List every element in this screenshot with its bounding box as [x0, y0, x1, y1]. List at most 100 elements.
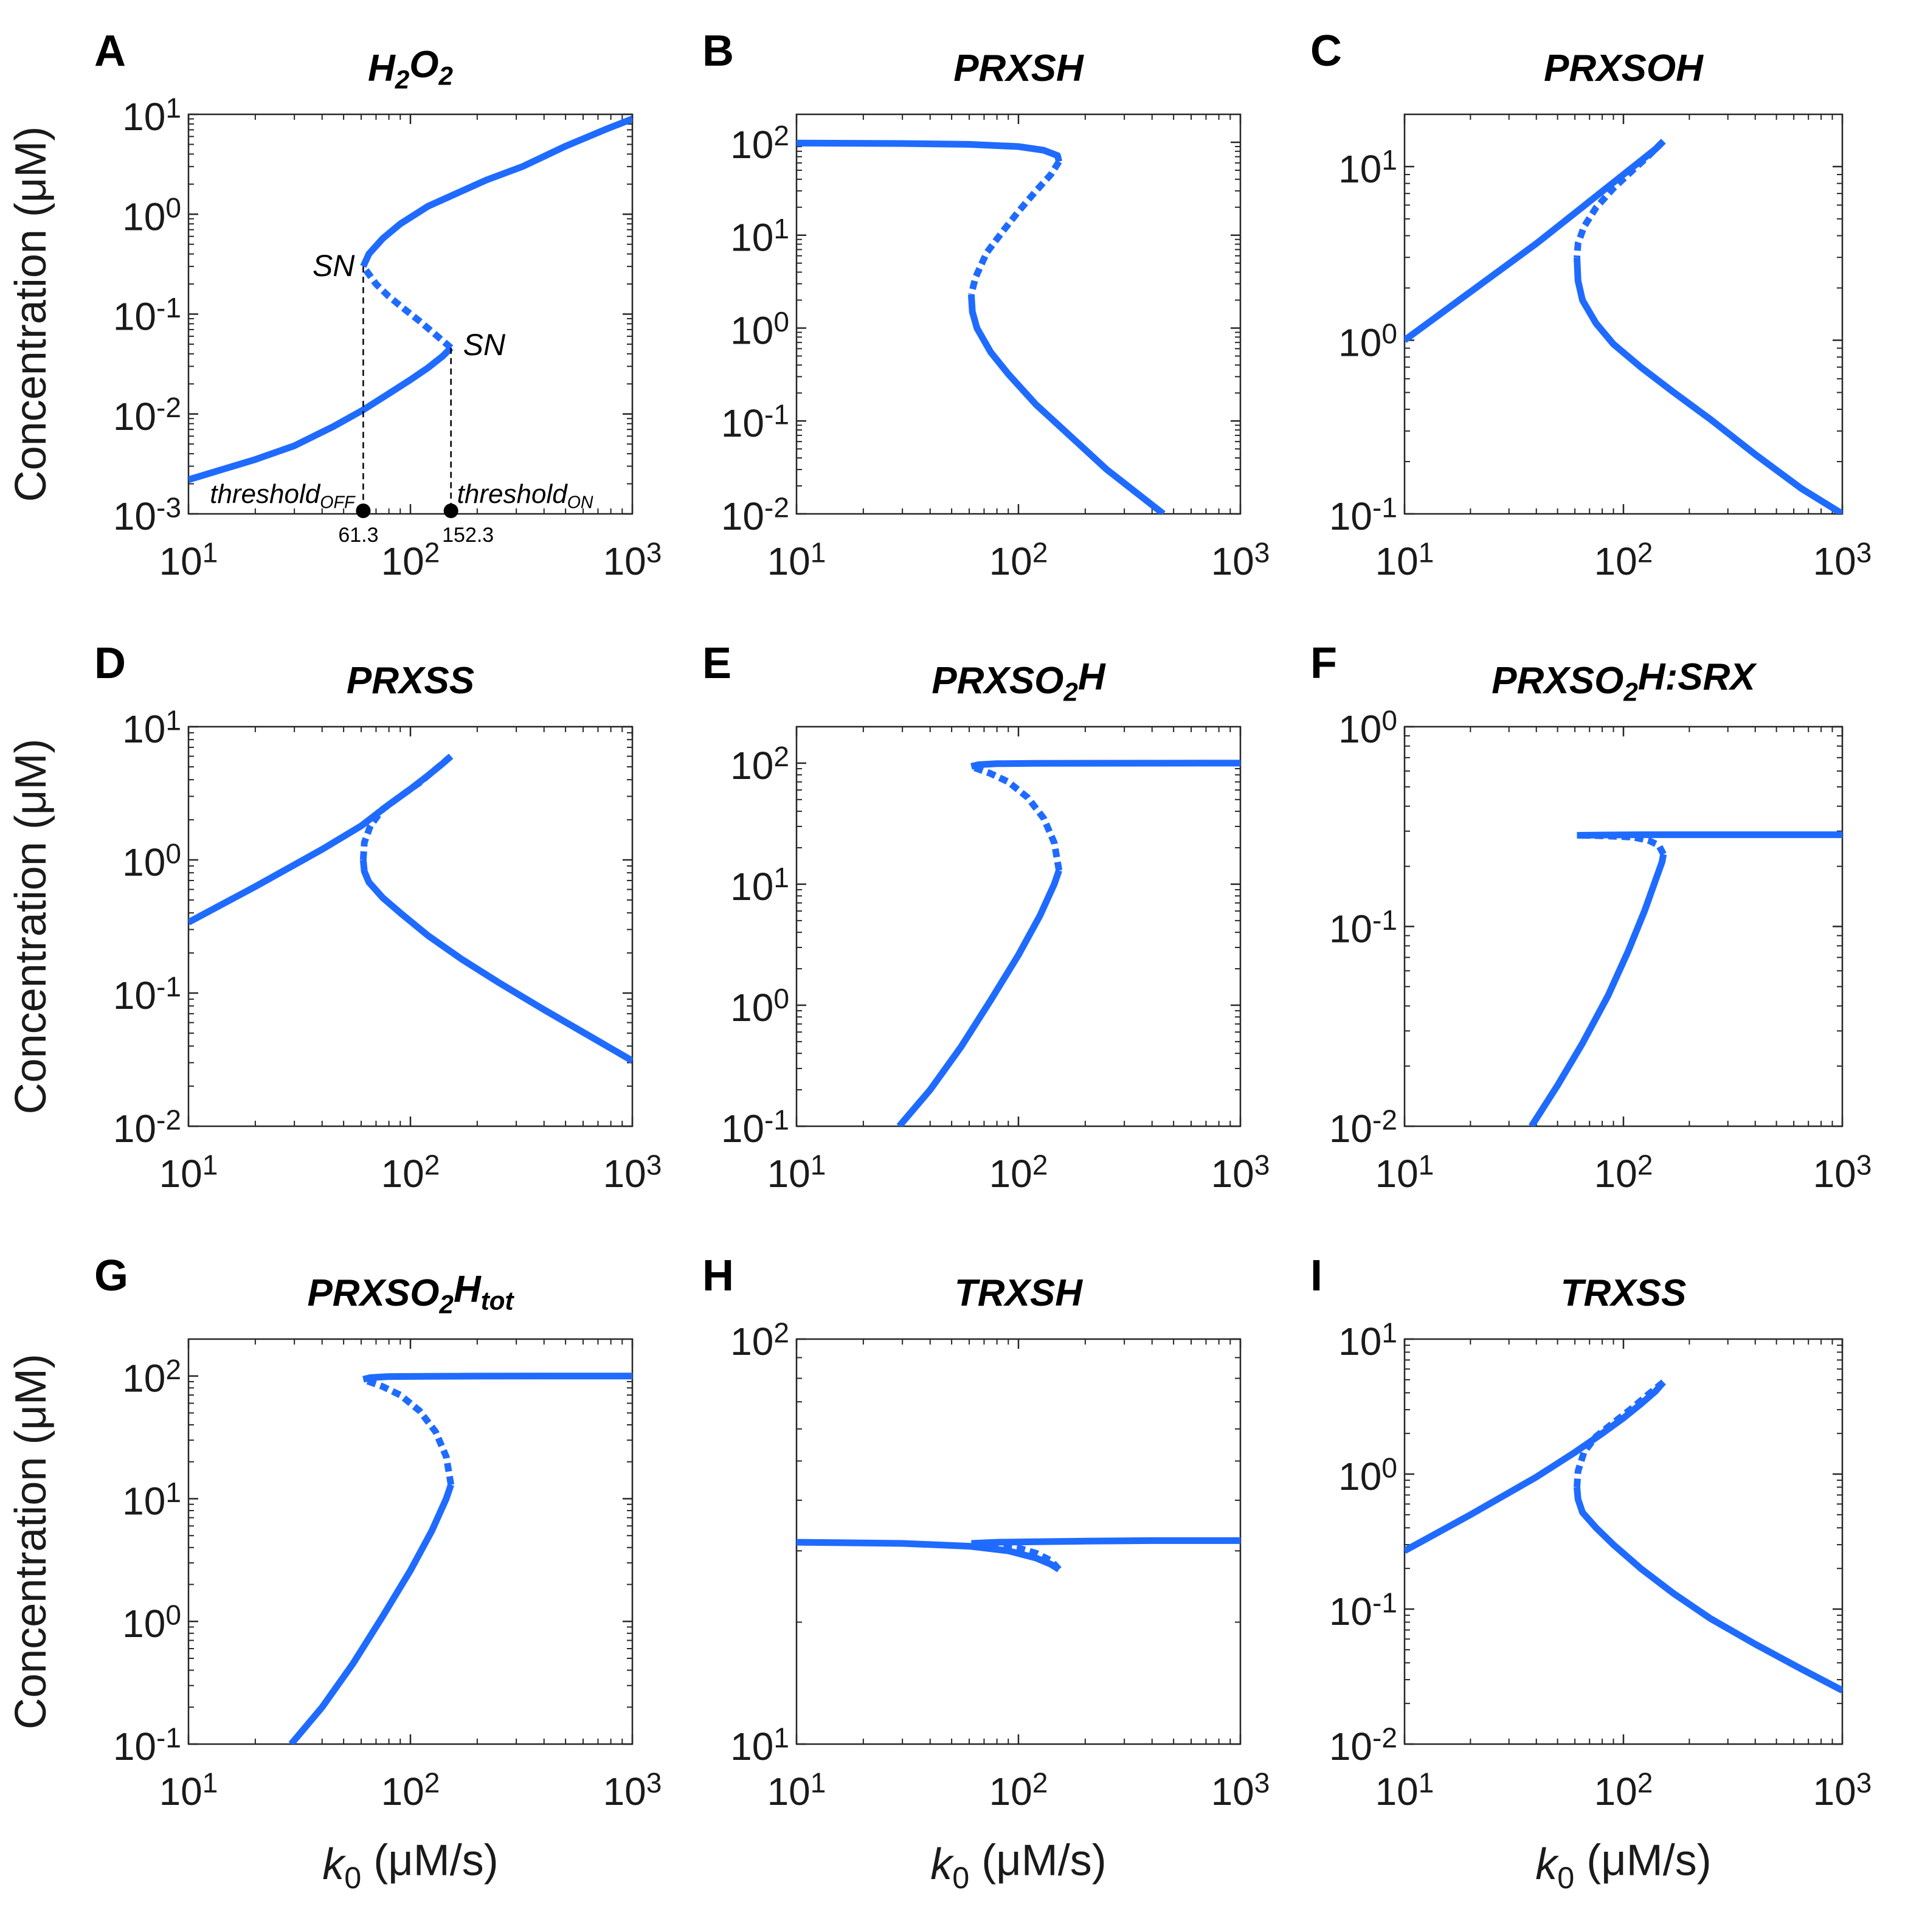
axes-frame: [1403, 1338, 1844, 1745]
minor-ticks: [797, 114, 1240, 514]
threshold-off-value: 61.3: [338, 524, 378, 547]
y-axis-label: Concentration (μM): [7, 739, 55, 1115]
series-group: [1405, 1379, 1842, 1694]
x-tick-label: 102: [381, 536, 440, 583]
x-tick-label: 103: [603, 1767, 662, 1813]
y-tick-label: 10-1: [113, 292, 181, 339]
y-tick-label: 100: [122, 837, 181, 884]
series-upper: [1405, 139, 1666, 343]
axes-frame: [187, 113, 634, 515]
y-tick-label: 10-2: [1329, 1104, 1397, 1151]
x-tick-label: 101: [767, 1149, 826, 1196]
panel-title: PRXSS: [347, 660, 474, 702]
panel-title: TRXSH: [955, 1272, 1083, 1314]
annotations: SN SN thresholdOFF thresholdON 61.3 152.3: [210, 249, 593, 547]
x-tick-label: 103: [1211, 536, 1270, 583]
series-group: [188, 753, 632, 1064]
panel-letter: D: [94, 639, 126, 688]
x-tick-label: 103: [1813, 536, 1872, 583]
y-tick-label: 10-1: [1329, 1587, 1397, 1633]
x-tick-label: 102: [381, 1149, 440, 1196]
minor-ticks: [188, 727, 632, 1126]
y-tick-label: 101: [730, 1722, 789, 1768]
y-tick-label: 10-3: [113, 491, 181, 538]
x-tick-label: 103: [1211, 1149, 1270, 1196]
x-tick-label: 101: [159, 1767, 218, 1813]
panel-H: H TRXSH 101 102 103 101 102 k0 (μM/s): [702, 1252, 1270, 1895]
y-tick-label: 100: [730, 306, 789, 353]
y-tick-label: 101: [1338, 144, 1397, 191]
y-tick-label: 102: [122, 1354, 181, 1401]
y-tick-label: 10-2: [113, 1104, 181, 1151]
y-tick-label: 10-1: [721, 399, 789, 446]
x-tick-label: 102: [989, 536, 1048, 583]
series-lower-branch: [797, 1539, 1061, 1573]
series-upper-branch: [971, 1537, 1240, 1547]
panel-A: A H2O2 101 102 103 10-3 10-2 10-1 100 101 SN SN thre…: [7, 27, 662, 583]
series-stable-high: [360, 116, 632, 268]
panel-title: PRXSH: [953, 47, 1084, 89]
axes-frame: [795, 113, 1242, 515]
x-tick-label: 102: [989, 1149, 1048, 1196]
y-tick-label: 100: [122, 1599, 181, 1646]
x-tick-label: 101: [159, 536, 218, 583]
series-lower: [967, 294, 1166, 514]
y-tick-label: 102: [730, 120, 789, 167]
series-group: [1529, 831, 1842, 1126]
minor-ticks: [188, 1339, 632, 1744]
panel-E: E PRXSO2H 101 102 103 10-1 100 101 102: [702, 639, 1270, 1196]
panel-title: PRXSO2H:SRX: [1491, 656, 1757, 707]
x-tick-label: 101: [1375, 1767, 1434, 1813]
x-tick-label: 101: [767, 536, 826, 583]
minor-ticks: [797, 727, 1240, 1126]
series-group: [288, 1373, 632, 1744]
x-tick-label: 103: [1813, 1767, 1872, 1813]
series-unstable: [360, 264, 454, 351]
panel-letter: H: [702, 1252, 734, 1300]
x-tick-label: 103: [603, 1149, 662, 1196]
panel-letter: A: [94, 27, 126, 75]
y-tick-label: 10-1: [721, 1104, 789, 1151]
x-tick-label: 101: [767, 1767, 826, 1813]
x-tick-label: 102: [1594, 536, 1653, 583]
series-upper: [970, 760, 1240, 770]
panel-letter: C: [1310, 27, 1342, 75]
panel-letter: G: [94, 1252, 128, 1300]
x-tick-label: 103: [1211, 1767, 1270, 1813]
y-tick-label: 10-2: [113, 392, 181, 438]
minor-ticks: [1405, 727, 1842, 1126]
panel-D: D PRXSS 101 102 103 10-2 10-1 100 101 Concentrati…: [7, 639, 662, 1196]
minor-ticks: [1405, 114, 1842, 514]
threshold-off-dot: [356, 504, 371, 518]
y-tick-label: 10-2: [721, 491, 789, 538]
series-group: [797, 139, 1166, 514]
x-tick-label: 102: [1594, 1149, 1653, 1196]
panel-letter: E: [702, 639, 731, 688]
y-tick-label: 100: [1338, 318, 1397, 365]
minor-ticks: [797, 1339, 1240, 1744]
axes-frame: [1403, 725, 1844, 1127]
x-axis-label: k0 (μM/s): [322, 1837, 498, 1896]
sn-upper-label: SN: [313, 249, 355, 283]
y-axis-label: Concentration (μM): [7, 126, 55, 502]
series-unstable: [1574, 1379, 1666, 1487]
threshold-on-label: thresholdON: [457, 479, 593, 513]
x-axis-label: k0 (μM/s): [930, 1837, 1106, 1896]
x-tick-label: 101: [159, 1149, 218, 1196]
x-tick-label: 101: [1375, 536, 1434, 583]
series-upper: [1577, 831, 1842, 839]
y-tick-label: 101: [730, 862, 789, 909]
series-unstable: [968, 159, 1062, 296]
panel-letter: F: [1310, 639, 1337, 688]
y-tick-label: 102: [730, 741, 789, 788]
y-tick-label: 101: [122, 1477, 181, 1523]
series-lower: [1529, 853, 1667, 1126]
series-group: [188, 116, 632, 483]
x-tick-label: 102: [381, 1767, 440, 1813]
panel-title: PRXSO2H: [932, 656, 1106, 707]
y-tick-label: 10-1: [1329, 491, 1397, 538]
series-stable-low: [188, 345, 454, 483]
series-lower: [1574, 1487, 1842, 1694]
series-unstable: [362, 1376, 455, 1486]
